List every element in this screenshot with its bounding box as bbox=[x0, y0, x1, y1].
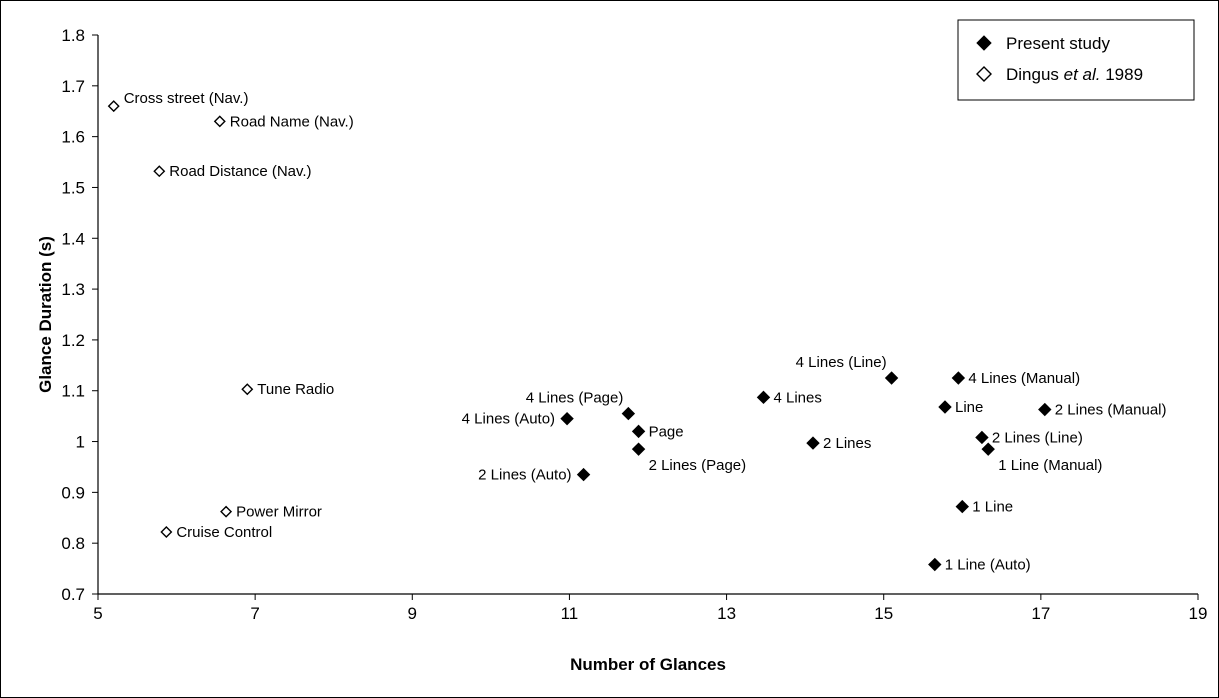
point-label: Line bbox=[955, 399, 983, 416]
point-label: 2 Lines (Line) bbox=[992, 429, 1083, 446]
present-study-marker bbox=[560, 411, 574, 426]
legend-label-part: et al. bbox=[1064, 65, 1101, 84]
y-tick-label: 1.6 bbox=[61, 128, 85, 147]
dingus-1989-marker bbox=[107, 100, 120, 113]
axes bbox=[97, 35, 1198, 595]
point-label: 4 Lines bbox=[774, 389, 822, 406]
point-label: 1 Line (Manual) bbox=[998, 457, 1102, 474]
dingus-1989-marker bbox=[160, 526, 173, 538]
point-label: Cruise Control bbox=[176, 524, 272, 541]
y-tick-label: 1.4 bbox=[61, 229, 85, 248]
legend-entry-label: Dingus et al. 1989 bbox=[1006, 65, 1143, 84]
y-tick-label: 1.1 bbox=[61, 382, 85, 401]
present-study-marker bbox=[951, 371, 966, 385]
legend-filled-diamond-icon bbox=[976, 35, 992, 51]
point-label: 2 Lines (Auto) bbox=[478, 467, 571, 484]
y-tick-label: 1.5 bbox=[61, 178, 85, 197]
x-tick-label: 7 bbox=[250, 604, 259, 623]
present-study-marker bbox=[621, 406, 636, 421]
point-label: Road Name (Nav.) bbox=[230, 113, 354, 130]
point-label: Page bbox=[649, 423, 684, 440]
point-label: 2 Lines bbox=[823, 435, 871, 452]
present-study-marker bbox=[1038, 402, 1052, 417]
point-label: Road Distance (Nav.) bbox=[169, 163, 311, 180]
present-study-marker bbox=[576, 467, 591, 482]
legend-box bbox=[957, 19, 1195, 101]
point-label: Cross street (Nav.) bbox=[124, 90, 249, 107]
ticks: 5 7 9 11 13 15 17 19 0.7 0.8 0.9 1 1.1 1.2 1.3 1.4 1.5 1.… bbox=[61, 26, 1207, 623]
present-study-marker bbox=[631, 424, 646, 439]
x-tick-label: 19 bbox=[1189, 604, 1208, 623]
point-label: 4 Lines (Page) bbox=[526, 390, 624, 407]
present-study-marker bbox=[631, 442, 646, 456]
present-study-marker bbox=[928, 557, 942, 572]
y-tick-label: 1 bbox=[76, 433, 85, 452]
dingus-1989-marker bbox=[213, 115, 226, 128]
point-label: 2 Lines (Page) bbox=[649, 457, 747, 474]
point-label: Tune Radio bbox=[257, 381, 334, 398]
present-study-marker bbox=[884, 371, 899, 385]
legend-label-part: 1989 bbox=[1101, 65, 1144, 84]
present-study-marker bbox=[938, 400, 952, 414]
present-study-marker bbox=[955, 499, 969, 514]
data-points: 4 Lines (Auto) 4 Lines (Page) Page 2 Lines … bbox=[107, 90, 1167, 574]
point-label: 4 Lines (Manual) bbox=[968, 370, 1080, 387]
point-label: 4 Lines (Line) bbox=[796, 354, 887, 371]
x-tick-label: 15 bbox=[874, 604, 893, 623]
y-tick-label: 1.3 bbox=[61, 280, 85, 299]
present-study-marker bbox=[756, 390, 771, 405]
legend-entry-label: Present study bbox=[1006, 34, 1110, 53]
legend-hollow-diamond-icon bbox=[976, 66, 992, 82]
dingus-1989-marker bbox=[241, 383, 254, 396]
legend: Present study Dingus et al. 1989 bbox=[957, 19, 1195, 101]
present-study-marker bbox=[975, 430, 989, 445]
y-tick-label: 1.7 bbox=[61, 77, 85, 96]
point-label: Power Mirror bbox=[236, 504, 322, 521]
x-tick-label: 17 bbox=[1031, 604, 1050, 623]
x-axis-title: Number of Glances bbox=[570, 655, 726, 674]
x-tick-label: 5 bbox=[93, 604, 102, 623]
x-tick-label: 11 bbox=[561, 604, 579, 623]
point-label: 1 Line (Auto) bbox=[945, 557, 1031, 574]
x-tick-label: 9 bbox=[408, 604, 417, 623]
y-tick-label: 1.2 bbox=[61, 331, 85, 350]
point-label: 4 Lines (Auto) bbox=[462, 411, 555, 428]
y-tick-label: 0.8 bbox=[61, 534, 85, 553]
y-tick-label: 1.8 bbox=[61, 26, 85, 45]
y-tick-label: 0.7 bbox=[61, 585, 85, 604]
y-axis-title: Glance Duration (s) bbox=[36, 236, 55, 393]
dingus-1989-marker bbox=[153, 165, 166, 178]
dingus-1989-marker bbox=[220, 505, 233, 518]
x-tick-label: 13 bbox=[717, 604, 736, 623]
point-label: 2 Lines (Manual) bbox=[1055, 402, 1167, 419]
y-tick-label: 0.9 bbox=[61, 483, 85, 502]
point-label: 1 Line bbox=[972, 499, 1013, 516]
present-study-marker bbox=[806, 436, 820, 450]
legend-label-part: Dingus bbox=[1006, 65, 1064, 84]
present-study-marker bbox=[981, 442, 995, 456]
